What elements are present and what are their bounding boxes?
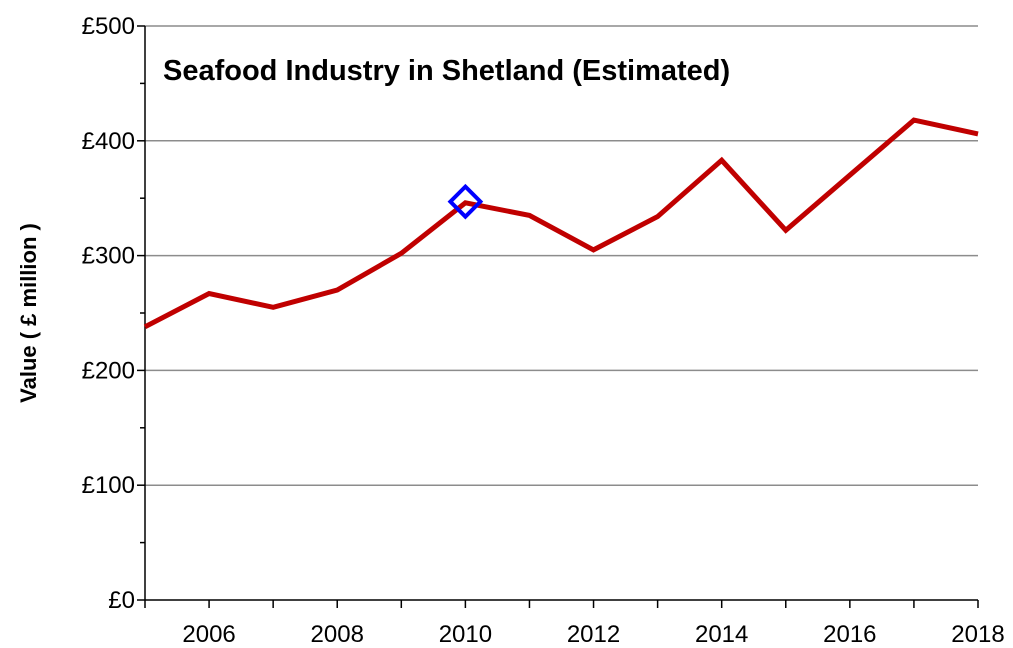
- x-tick-label: 2018: [951, 621, 1004, 648]
- x-tick-label: 2016: [823, 621, 876, 648]
- gridlines: [145, 25, 978, 486]
- series-layer: [143, 117, 979, 330]
- x-tick-label: 2006: [182, 621, 235, 648]
- y-axis-title: Value ( £ million ): [16, 223, 41, 403]
- x-axis-ticks: 2006 2008 2010 2012 2014 2016 2018: [144, 600, 1005, 648]
- chart-title: Seafood Industry in Shetland (Estimated): [163, 55, 730, 87]
- y-tick-label: £500: [82, 13, 135, 40]
- y-tick-label: £200: [82, 357, 135, 384]
- y-tick-label: £400: [82, 128, 135, 155]
- x-tick-label: 2014: [695, 621, 748, 648]
- axes: [144, 26, 978, 601]
- y-axis-ticks: £0 £100 £200 £300 £400 £500: [82, 13, 145, 614]
- x-tick-label: 2012: [567, 621, 620, 648]
- y-tick-label: £100: [82, 472, 135, 499]
- series-line: [143, 117, 979, 330]
- y-tick-label: £0: [108, 587, 135, 614]
- y-tick-label: £300: [82, 243, 135, 270]
- highlight-layer: [447, 183, 484, 220]
- x-tick-label: 2010: [439, 621, 492, 648]
- x-tick-label: 2008: [311, 621, 364, 648]
- highlight-diamond-marker: [447, 183, 484, 220]
